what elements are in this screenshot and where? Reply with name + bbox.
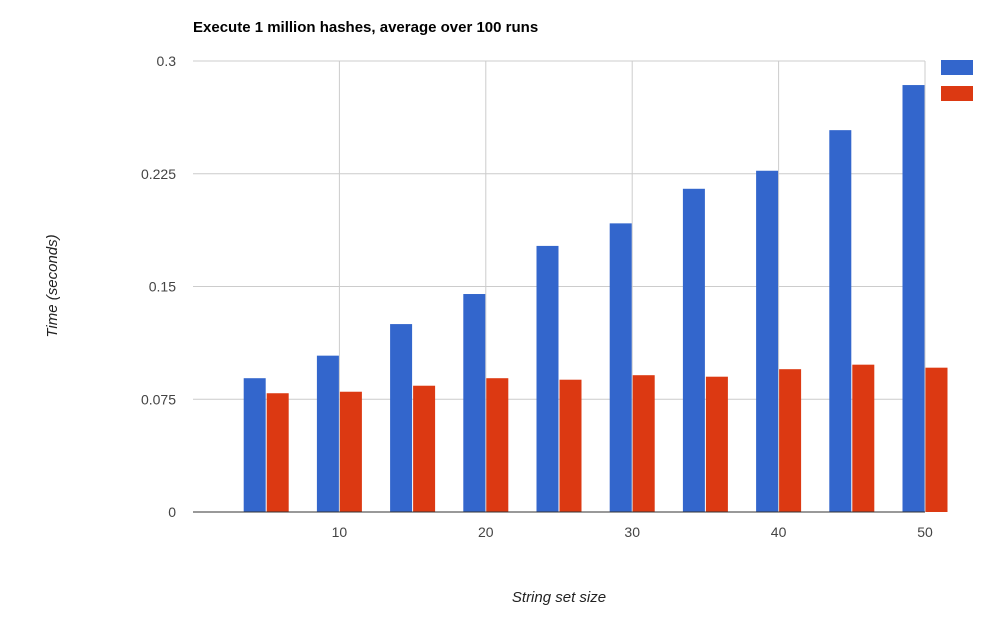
bar-series-1[interactable]	[316, 355, 339, 512]
x-axis-label: String set size	[512, 589, 606, 606]
bar-series-2[interactable]	[339, 391, 362, 512]
y-tick-label: 0.3	[157, 53, 177, 69]
bar-series-2[interactable]	[852, 364, 875, 512]
x-tick-label: 10	[332, 524, 348, 540]
y-tick-label: 0.15	[149, 279, 176, 295]
bar-series-2[interactable]	[632, 375, 655, 512]
bars-layer	[243, 85, 948, 513]
bar-series-2[interactable]	[705, 376, 728, 512]
bar-series-1[interactable]	[756, 170, 779, 512]
legend-swatch-1	[941, 60, 973, 75]
bar-series-1[interactable]	[902, 85, 925, 512]
x-tick-label: 30	[624, 524, 640, 540]
bar-series-1[interactable]	[609, 223, 632, 513]
chart-title: Execute 1 million hashes, average over 1…	[193, 19, 538, 36]
x-tick-label: 40	[771, 524, 787, 540]
bar-series-2[interactable]	[486, 378, 509, 512]
bar-series-1[interactable]	[682, 188, 705, 513]
bar-series-2[interactable]	[779, 369, 802, 512]
legend	[941, 60, 973, 101]
y-tick-label: 0	[168, 504, 176, 520]
x-tick-label: 20	[478, 524, 494, 540]
bar-series-1[interactable]	[243, 378, 266, 512]
bar-series-1[interactable]	[390, 324, 413, 512]
grid-layer	[193, 60, 926, 512]
axis-layer: 0 0.075 0.15 0.225 0.3 10 20 30 40 50	[141, 53, 933, 540]
bar-series-1[interactable]	[463, 294, 486, 512]
legend-swatch-2	[941, 86, 973, 101]
bar-series-2[interactable]	[413, 385, 436, 512]
bar-series-2[interactable]	[925, 367, 948, 512]
bar-series-2[interactable]	[559, 379, 582, 512]
bar-series-1[interactable]	[536, 245, 559, 512]
bar-series-1[interactable]	[829, 130, 852, 513]
x-tick-label: 50	[917, 524, 933, 540]
y-tick-label: 0.225	[141, 166, 176, 182]
y-tick-label: 0.075	[141, 391, 176, 407]
bar-series-2[interactable]	[266, 393, 289, 512]
y-axis-label: Time (seconds)	[44, 234, 61, 337]
